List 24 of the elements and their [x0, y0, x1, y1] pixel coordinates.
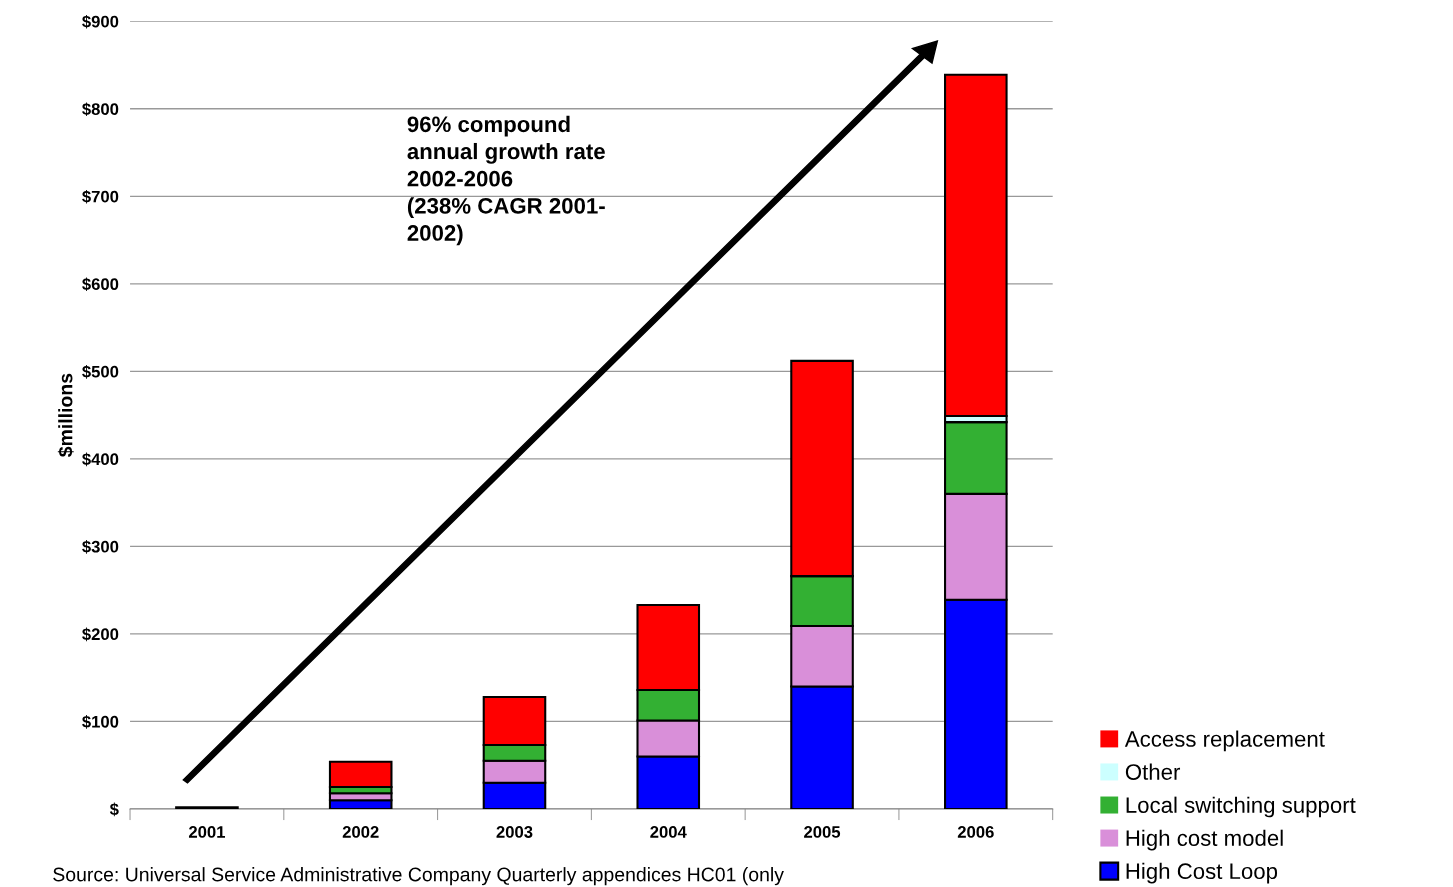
- legend-label: Local switching support: [1126, 796, 1356, 818]
- y-tick-label: $700: [82, 189, 119, 204]
- legend-label: Access replacement: [1124, 730, 1325, 752]
- x-tick-label: 2006: [957, 826, 994, 838]
- annotation: 96% compound annual growth rate 2002-2006 (238% CAGR 2001- 2002): [407, 115, 605, 246]
- y-tick-label: $: [109, 802, 119, 817]
- x-tick-label: 2005: [804, 826, 841, 838]
- y-tick-label: $900: [82, 14, 119, 29]
- y-tick-label: $800: [82, 102, 119, 117]
- x-tick-label: 2003: [496, 826, 533, 838]
- x-tick-label: 2001: [188, 826, 226, 838]
- y-tick-label: $100: [82, 715, 119, 729]
- y-tick-label: $600: [82, 277, 119, 292]
- y-tick-label: $500: [82, 365, 119, 379]
- y-tick-label: $200: [82, 627, 119, 642]
- x-tick-label: 2002: [342, 826, 379, 838]
- legend-label: High Cost Loop: [1126, 862, 1278, 884]
- legend-label: High cost model: [1126, 829, 1283, 851]
- y-axis-title: $millions: [57, 373, 74, 457]
- source-note: Source: Universal Service Administrative Company Quarterly appendices HC01 (only: [53, 867, 784, 886]
- y-tick-label: $300: [82, 540, 119, 554]
- legend-label: Other: [1125, 763, 1181, 780]
- x-tick-label: 2004: [650, 826, 687, 838]
- y-tick-label: $400: [82, 452, 119, 467]
